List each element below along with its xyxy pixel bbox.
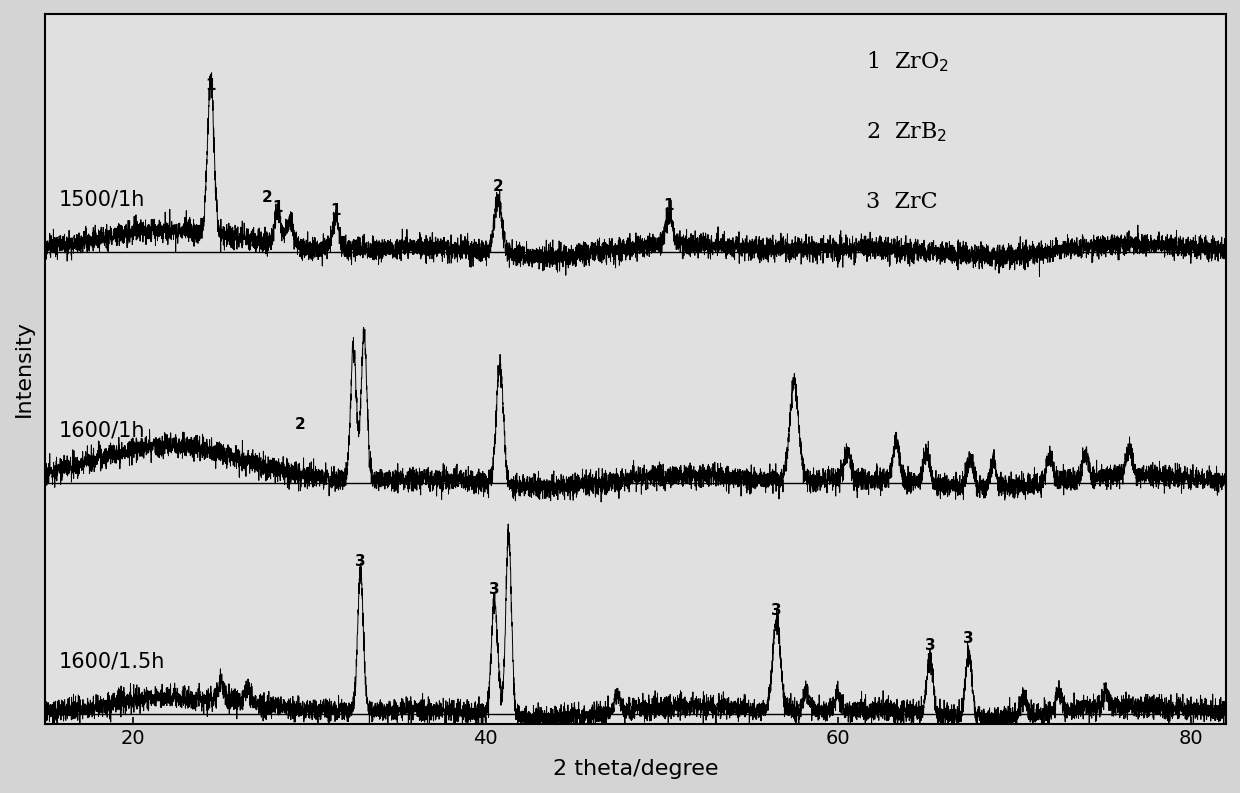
Text: 2: 2 xyxy=(492,179,503,194)
Text: 3: 3 xyxy=(925,638,935,653)
Text: 1: 1 xyxy=(331,202,341,217)
Text: 1: 1 xyxy=(663,198,675,213)
Text: 2  ZrB$_{2}$: 2 ZrB$_{2}$ xyxy=(866,121,947,144)
Text: 3: 3 xyxy=(490,582,500,597)
X-axis label: 2 theta/degree: 2 theta/degree xyxy=(553,759,718,779)
Text: 3  ZrC: 3 ZrC xyxy=(866,191,937,213)
Text: 3: 3 xyxy=(771,603,782,618)
Y-axis label: Intensity: Intensity xyxy=(14,320,33,417)
Text: 1: 1 xyxy=(206,78,216,93)
Text: 1600/1.5h: 1600/1.5h xyxy=(60,652,165,672)
Text: 1500/1h: 1500/1h xyxy=(60,190,145,210)
Text: 3: 3 xyxy=(963,630,975,646)
Text: 2: 2 xyxy=(262,190,273,205)
Text: 3: 3 xyxy=(355,554,366,569)
Text: 1  ZrO$_{2}$: 1 ZrO$_{2}$ xyxy=(866,49,949,74)
Text: 1: 1 xyxy=(273,201,283,216)
Text: 1600/1h: 1600/1h xyxy=(60,421,145,441)
Text: 2: 2 xyxy=(295,417,306,432)
